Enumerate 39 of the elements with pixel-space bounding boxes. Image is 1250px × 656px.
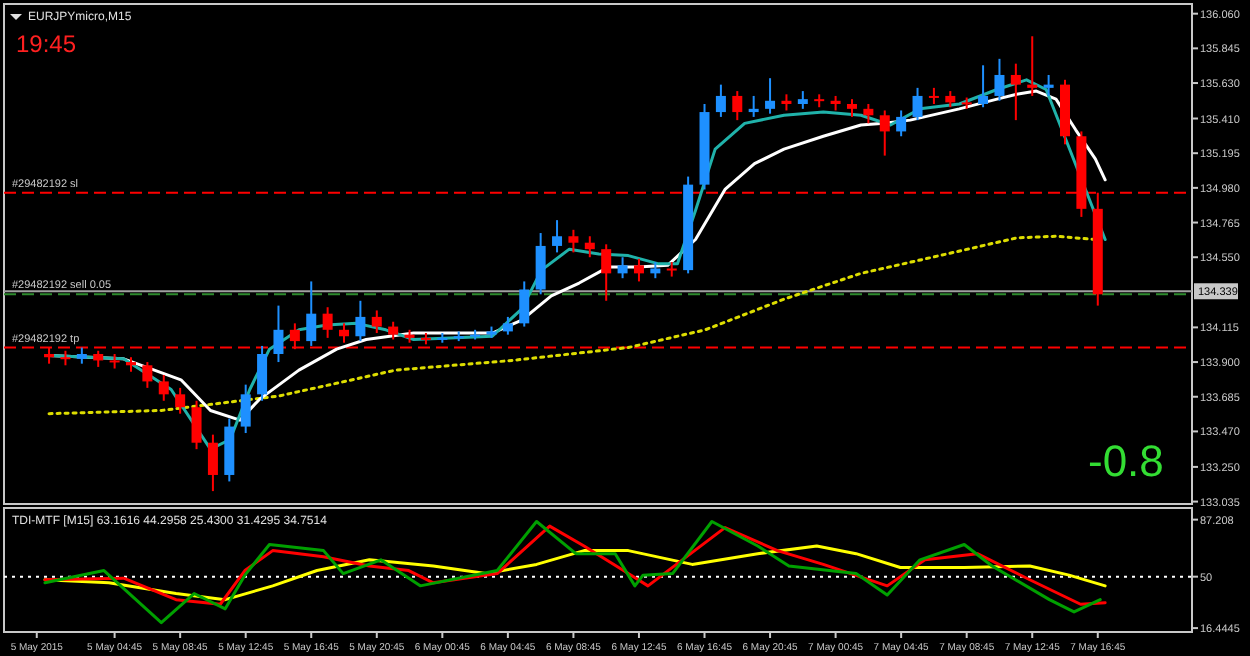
candlestick [355,299,366,343]
candlestick [633,257,644,283]
candlestick [584,235,595,259]
candlestick [339,322,350,344]
candlestick [666,261,677,278]
candlestick [765,77,776,115]
candlestick [601,243,612,302]
candlestick [175,386,186,415]
annotation: -0.8 [1088,436,1164,486]
candlestick [879,109,890,157]
annotation: 19:45 [16,30,77,58]
candlestick [322,306,333,339]
candlestick [1010,62,1021,122]
candlestick [306,280,317,347]
candlestick [519,280,530,328]
candlestick [207,433,218,493]
candlestick [1027,35,1038,97]
candlestick [978,64,989,109]
candlestick [896,109,907,138]
candlestick [535,232,546,296]
candlestick [240,383,251,435]
candlestick [142,361,153,389]
candlestick [371,309,382,335]
candlestick [912,86,923,122]
candlestick [273,304,284,364]
candlestick [552,219,563,254]
candlestick [715,83,726,118]
candlestick [191,399,202,451]
candlestick [732,90,743,122]
candlestick [568,228,579,254]
candlestick [863,103,874,125]
candlestick [158,373,169,402]
candlestick [748,94,759,118]
candlestick [617,256,628,280]
line-series [43,524,1107,606]
candlestick [109,353,120,370]
candlestick [257,344,268,402]
candlestick [1043,73,1054,97]
candlestick [994,57,1005,102]
